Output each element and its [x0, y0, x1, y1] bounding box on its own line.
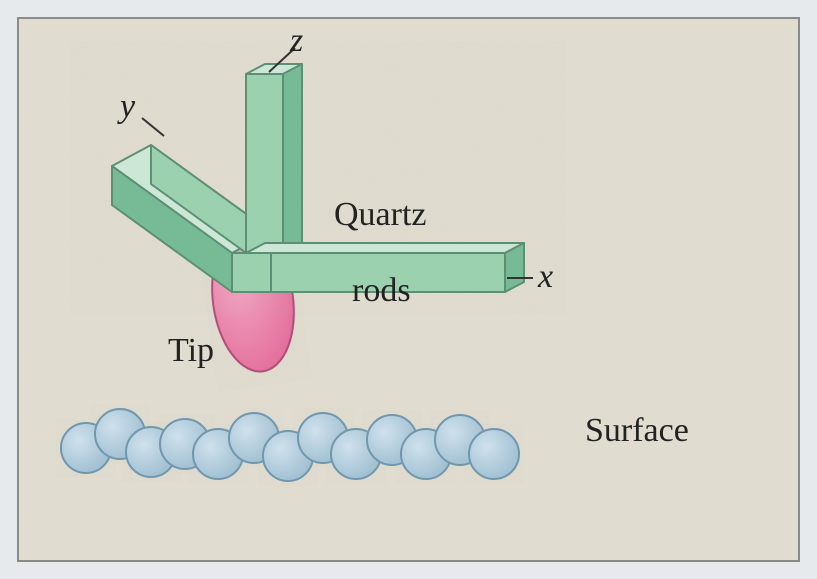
quartz-label-line1: Quartz	[334, 196, 427, 233]
axis-label-x: x	[538, 258, 553, 296]
diagram-stage: z y x Quartz rods Tip Surface	[0, 0, 817, 579]
joint-front-face	[232, 253, 271, 292]
surface-atom	[469, 429, 519, 479]
tip-label: Tip	[168, 332, 214, 370]
quartz-label-line2: rods	[334, 272, 411, 310]
axis-label-z: z	[290, 22, 303, 60]
z-rod-front-face	[246, 74, 283, 253]
surface-label: Surface	[585, 412, 689, 450]
quartz-rods-label: Quartz rods	[300, 158, 427, 348]
axis-label-y: y	[120, 88, 135, 126]
